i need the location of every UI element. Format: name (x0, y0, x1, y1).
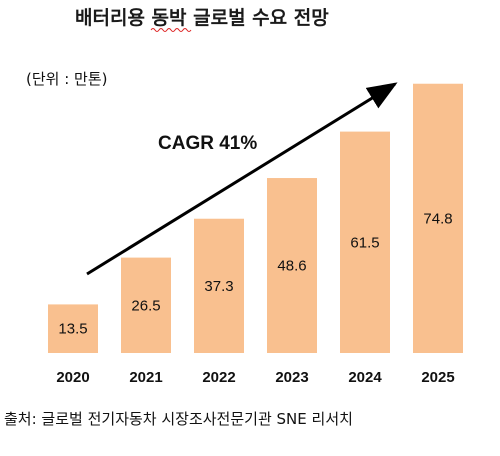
cagr-annotation: CAGR 41% (158, 133, 257, 154)
chart-title: 배터리용 동박 글로벌 수요 전망 (75, 7, 329, 29)
tick-label-2024: 2024 (348, 369, 382, 386)
source-note: 출처: 글로벌 전기자동차 시장조사전문기관 SNE 리서치 (4, 410, 353, 428)
value-label-2022: 37.3 (204, 278, 233, 295)
bar-2020 (48, 304, 98, 353)
tick-label-2023: 2023 (275, 369, 308, 386)
value-label-2020: 13.5 (58, 321, 87, 338)
value-label-2024: 61.5 (350, 234, 379, 251)
bar-2024 (340, 131, 390, 353)
bar-2021 (121, 257, 171, 353)
value-label-2021: 26.5 (131, 297, 160, 314)
bar-2025 (413, 83, 463, 353)
value-labels: 13.5 26.5 37.3 48.6 61.5 74.8 (58, 210, 452, 337)
tick-label-2022: 2022 (202, 369, 235, 386)
tick-label-2021: 2021 (129, 369, 162, 386)
x-axis-ticks: 2020 2021 2022 2023 2024 2025 (56, 369, 454, 386)
spellcheck-underline (150, 28, 192, 32)
unit-label: (단위 : 만톤) (26, 70, 108, 88)
trend-arrow (86, 82, 398, 276)
tick-label-2025: 2025 (421, 369, 454, 386)
tick-label-2020: 2020 (56, 369, 89, 386)
bars (48, 83, 463, 353)
bar-2023 (267, 178, 317, 353)
bar-2022 (194, 218, 244, 353)
value-label-2023: 48.6 (277, 258, 306, 275)
value-label-2025: 74.8 (423, 210, 452, 227)
